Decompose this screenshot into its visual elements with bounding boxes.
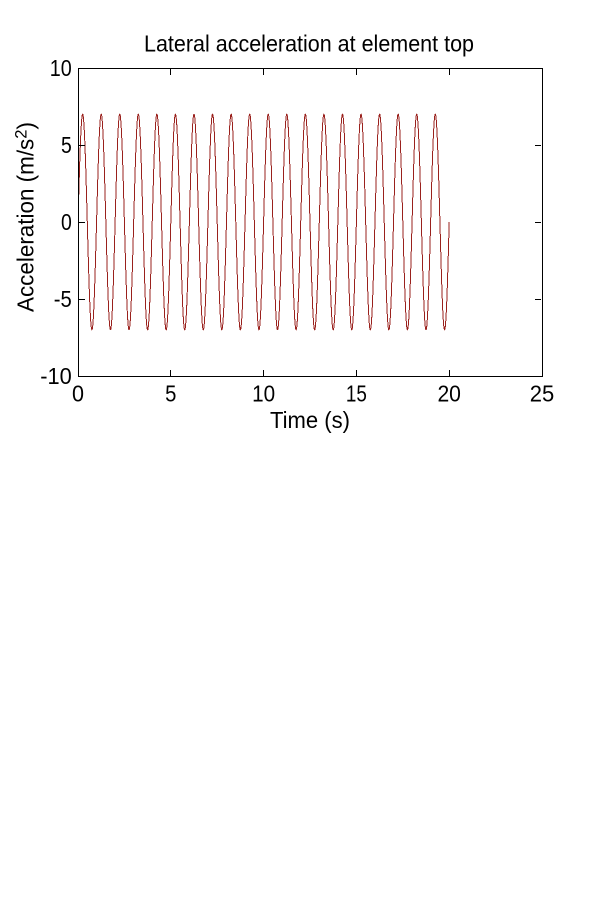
svg-text:-10: -10 — [40, 363, 72, 389]
svg-text:-5: -5 — [54, 286, 72, 312]
svg-text:0: 0 — [72, 381, 84, 407]
svg-text:0: 0 — [61, 209, 72, 235]
svg-text:5: 5 — [61, 132, 72, 158]
svg-text:10: 10 — [252, 381, 275, 407]
svg-text:20: 20 — [437, 381, 461, 407]
svg-text:Acceleration (m/s2): Acceleration (m/s2) — [12, 122, 39, 312]
svg-text:Time (s): Time (s) — [270, 407, 350, 433]
svg-text:25: 25 — [530, 381, 555, 407]
svg-text:5: 5 — [165, 381, 176, 407]
svg-text:10: 10 — [50, 55, 72, 81]
svg-text:15: 15 — [346, 381, 367, 407]
svg-text:Lateral acceleration at elemen: Lateral acceleration at element top — [144, 31, 474, 57]
